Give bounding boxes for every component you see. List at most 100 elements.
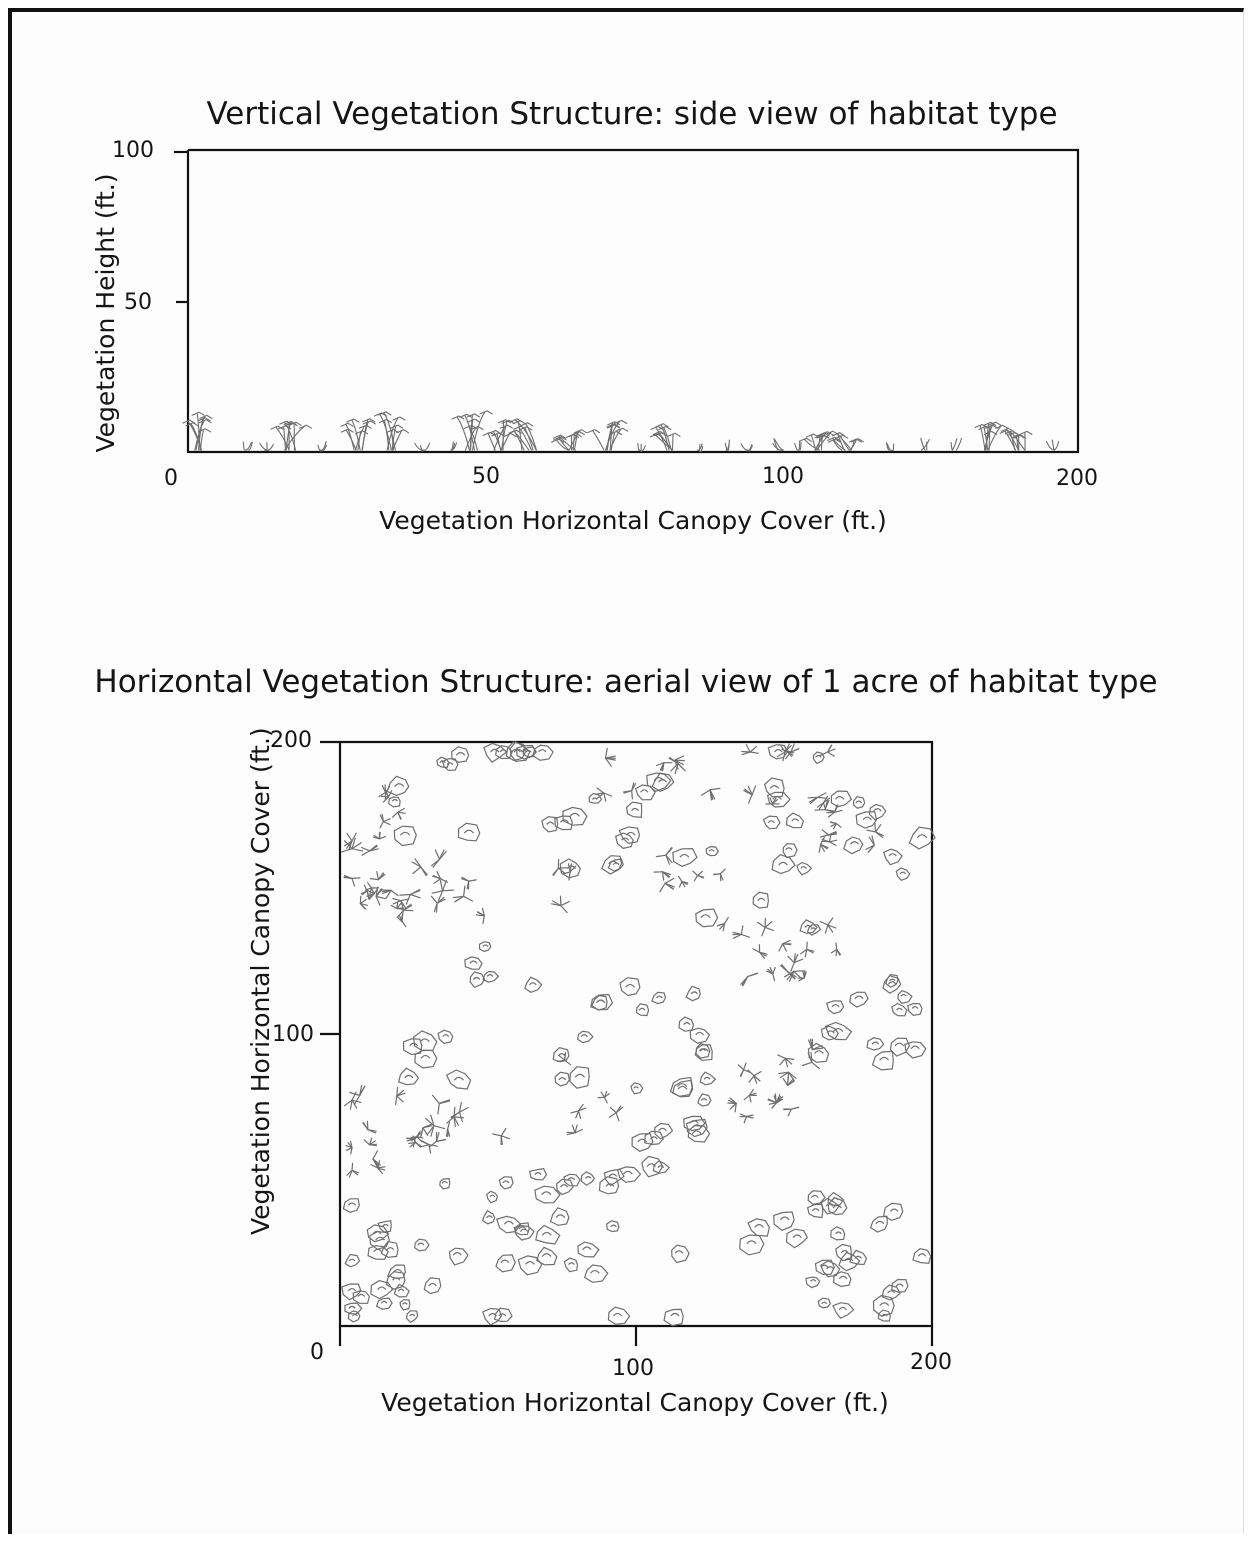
- plant-blob-icon: [483, 742, 508, 764]
- shrub-icon: [451, 410, 493, 451]
- grass-tuft-icon: [446, 1121, 451, 1138]
- plant-blob-icon: [806, 1203, 824, 1219]
- plant-blob-icon: [577, 1241, 600, 1258]
- plant-blob-icon: [631, 1132, 654, 1152]
- grass-tuft-icon: [550, 895, 570, 914]
- grass-tuft-icon: [659, 877, 675, 893]
- plant-blob-icon: [481, 1307, 503, 1326]
- plant-blob-icon: [827, 1191, 845, 1206]
- plant-blob-icon: [820, 1197, 840, 1215]
- plant-blob-icon: [763, 777, 785, 798]
- aerial-y-tick-100: 100: [272, 1022, 314, 1047]
- plant-blob-icon: [672, 847, 698, 867]
- plant-blob-icon: [541, 816, 559, 833]
- grass-tuft-icon: [392, 897, 410, 910]
- plant-blob-icon: [889, 1037, 911, 1057]
- plant-blob-icon: [342, 1198, 360, 1213]
- plant-blob-icon: [814, 1259, 835, 1275]
- grass-tuft-icon: [865, 835, 875, 853]
- side-y-tick-50: 50: [124, 290, 152, 315]
- plant-blob-icon: [481, 1209, 496, 1225]
- plant-blob-icon: [549, 1207, 570, 1226]
- plant-blob-icon: [414, 1049, 438, 1069]
- plant-blob-icon: [852, 796, 866, 809]
- plant-blob-icon: [807, 1190, 826, 1205]
- plant-blob-icon: [569, 1066, 590, 1089]
- grass-tuft-icon: [777, 1054, 795, 1068]
- grass-tuft-icon: [420, 1123, 433, 1137]
- plant-blob-icon: [399, 1299, 411, 1311]
- grass-tuft-icon: [747, 1069, 762, 1084]
- grass-tuft-icon: [378, 784, 391, 801]
- plant-blob-icon: [517, 1255, 543, 1276]
- plant-blob-icon: [805, 1276, 821, 1289]
- aerial-y-tick-200: 200: [270, 728, 312, 753]
- plant-blob-icon: [877, 1309, 892, 1322]
- plant-blob-icon: [445, 1069, 472, 1090]
- plant-blob-icon: [495, 744, 513, 760]
- plant-blob-icon: [464, 956, 483, 970]
- plant-blob-icon: [405, 1310, 419, 1324]
- plant-blob-icon: [486, 1190, 499, 1204]
- plant-blob-icon: [868, 803, 887, 821]
- grass-tuft-icon: [561, 863, 577, 881]
- plant-blob-icon: [833, 1271, 852, 1288]
- grass-tuft-icon: [819, 917, 837, 934]
- grass-tuft-icon: [829, 821, 842, 830]
- grass-tuft-icon: [399, 889, 421, 905]
- grass-tuft-icon: [740, 443, 753, 452]
- grass-tuft-icon: [379, 813, 391, 829]
- aerial-view-plot-frame: [320, 740, 934, 1346]
- plant-blob-icon: [771, 854, 796, 875]
- plant-blob-icon: [705, 845, 720, 857]
- grass-tuft-icon: [390, 901, 404, 911]
- shrub-icon: [587, 419, 629, 451]
- plant-blob-icon: [654, 1122, 674, 1140]
- plant-blob-icon: [866, 1037, 885, 1051]
- plant-blob-icon: [437, 1029, 454, 1044]
- plant-blob-icon: [413, 1238, 430, 1252]
- grass-tuft-icon: [242, 441, 253, 451]
- grass-tuft-icon: [783, 1106, 800, 1117]
- plant-blob-icon: [849, 1249, 868, 1266]
- aerial-view-title: Horizontal Vegetation Structure: aerial …: [94, 664, 1158, 700]
- grass-tuft-icon: [700, 787, 721, 801]
- grass-tuft-icon: [778, 1071, 797, 1083]
- grass-tuft-icon: [716, 916, 729, 932]
- grass-tuft-icon: [432, 870, 449, 884]
- plant-blob-icon: [535, 1224, 561, 1245]
- side-y-tick-100: 100: [112, 138, 154, 163]
- plant-blob-icon: [883, 1202, 904, 1222]
- grass-tuft-icon: [797, 970, 807, 982]
- grass-tuft-icon: [346, 1162, 360, 1178]
- aerial-view-vegetation: [341, 741, 936, 1327]
- plant-blob-icon: [695, 908, 719, 928]
- plant-blob-icon: [830, 790, 853, 808]
- grass-tuft-icon: [807, 792, 828, 805]
- grass-tuft-icon: [741, 743, 759, 756]
- plant-blob-icon: [598, 1176, 620, 1195]
- grass-tuft-icon: [556, 1052, 572, 1066]
- plant-blob-icon: [824, 1021, 853, 1041]
- side-view-vegetation: [182, 410, 1060, 453]
- aerial-x-tick-200: 200: [910, 1350, 952, 1375]
- grass-tuft-icon: [724, 439, 730, 451]
- shrub-icon: [482, 419, 517, 451]
- plant-blob-icon: [370, 1280, 394, 1300]
- grass-tuft-icon: [492, 1127, 510, 1146]
- grass-tuft-icon: [391, 807, 406, 820]
- plant-blob-icon: [403, 1038, 423, 1056]
- plant-blob-icon: [615, 832, 634, 849]
- plant-blob-icon: [493, 1307, 513, 1323]
- plant-blob-icon: [630, 1082, 644, 1095]
- grass-tuft-icon: [781, 745, 795, 758]
- plant-blob-icon: [436, 756, 450, 769]
- plant-blob-icon: [843, 836, 864, 855]
- plant-blob-icon: [347, 1310, 361, 1323]
- grass-tuft-icon: [737, 1062, 751, 1077]
- grass-tuft-icon: [369, 870, 386, 881]
- plant-blob-icon: [554, 1071, 571, 1087]
- plant-blob-icon: [457, 822, 481, 842]
- plant-blob-icon: [387, 1264, 407, 1279]
